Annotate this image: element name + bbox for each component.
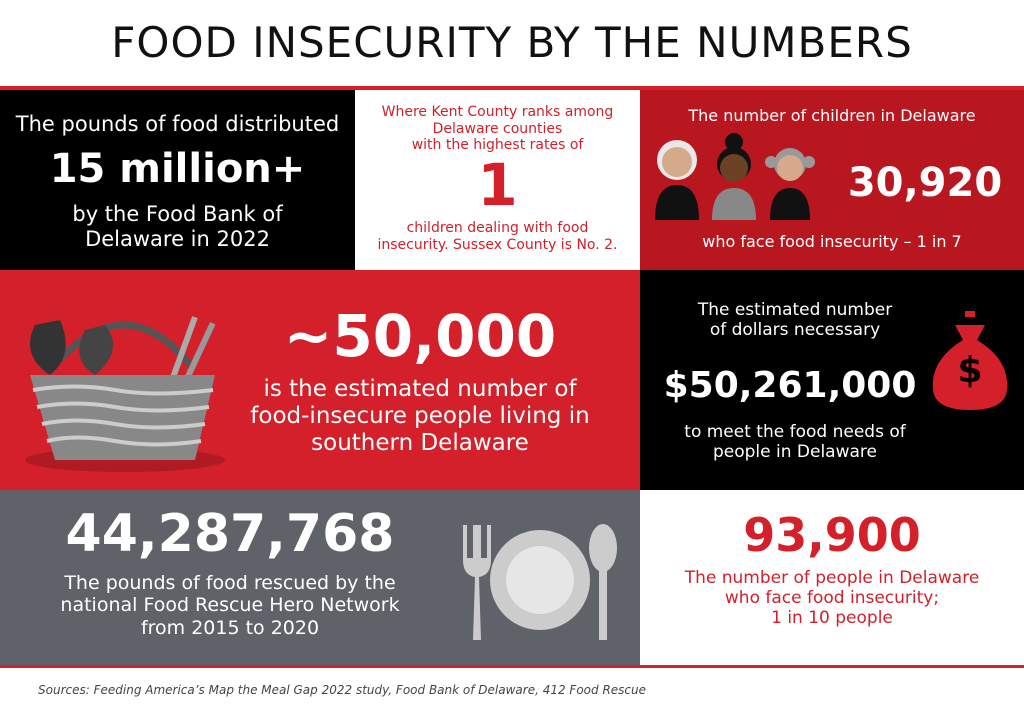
line: Delaware counties <box>432 120 563 137</box>
stat-number: 93,900 <box>743 508 921 562</box>
lead: The estimated number of dollars necessar… <box>650 300 940 340</box>
panel: ~50,000 is the estimated number of food-… <box>0 270 640 490</box>
tail: to meet the food needs of people in Dela… <box>650 422 940 462</box>
panel: 93,900 The number of people in Delaware … <box>640 490 1024 665</box>
line: of dollars necessary <box>709 320 881 341</box>
line: insecurity. Sussex County is No. 2. <box>377 236 618 253</box>
stat-number: $50,261,000 <box>663 365 917 406</box>
line: who face food insecurity; <box>724 588 940 609</box>
lead: The number of children in Delaware <box>688 106 976 125</box>
basket-icon <box>25 316 225 472</box>
tail: The number of people in Delaware who fac… <box>640 568 1024 628</box>
stat-number: 30,920 <box>847 160 1003 206</box>
children-icon <box>655 133 815 220</box>
line: food-insecure people living in <box>250 403 590 430</box>
line: children dealing with food <box>406 220 589 236</box>
tail: The pounds of food rescued by the nation… <box>20 572 440 639</box>
line: Where Kent County ranks among <box>381 104 614 120</box>
tail: by the Food Bank of Delaware in 2022 <box>0 202 355 252</box>
tail: is the estimated number of food-insecure… <box>220 376 620 457</box>
line: The pounds of food rescued by the <box>64 572 396 594</box>
line: 1 in 10 people <box>771 608 893 629</box>
line: The number of people in Delaware <box>684 568 980 588</box>
panel: The number of children in Delaware 30,92… <box>640 90 1024 270</box>
line: national Food Rescue Hero Network <box>60 594 400 617</box>
line: Delaware in 2022 <box>85 226 270 251</box>
rule <box>0 86 1024 90</box>
stat-number: 1 <box>477 151 518 219</box>
panel: 44,287,768 The pounds of food rescued by… <box>0 490 640 665</box>
money-bag-icon <box>932 311 1008 410</box>
stat-number: 15 million+ <box>49 146 306 192</box>
lead: The pounds of food distributed <box>15 112 340 136</box>
title: FOOD INSECURITY BY THE NUMBERS <box>111 18 913 67</box>
sources: Sources: Feeding America’s Map the Meal … <box>38 683 646 697</box>
stat-number: 44,287,768 <box>65 504 395 564</box>
line: to meet the food needs of <box>684 422 906 442</box>
line: with the highest rates of <box>411 137 584 154</box>
line: by the Food Bank of <box>72 202 283 226</box>
rule <box>0 665 1024 668</box>
tail: children dealing with food insecurity. S… <box>355 220 640 253</box>
lead: Where Kent County ranks among Delaware c… <box>355 104 640 154</box>
line: is the estimated number of <box>263 376 577 402</box>
icon-symbol: $ <box>957 350 983 391</box>
line: southern Delaware <box>311 430 529 457</box>
panel: Where Kent County ranks among Delaware c… <box>355 90 640 270</box>
panel: The estimated number of dollars necessar… <box>640 270 1024 490</box>
line: people in Delaware <box>712 442 877 463</box>
tail: who face food insecurity – 1 in 7 <box>702 232 962 251</box>
cutlery-icon <box>463 524 617 640</box>
stat-number: ~50,000 <box>283 302 557 370</box>
panel: The pounds of food distributed 15 millio… <box>0 90 355 270</box>
line: The estimated number <box>697 300 893 320</box>
line: from 2015 to 2020 <box>140 616 320 639</box>
